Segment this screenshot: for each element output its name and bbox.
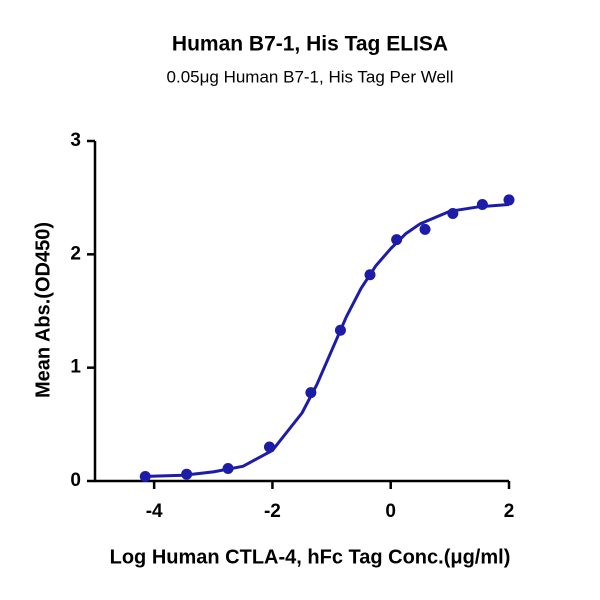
chart-title: Human B7-1, His Tag ELISA [172, 33, 448, 56]
y-tick-label: 3 [70, 130, 81, 151]
data-point [263, 441, 275, 453]
data-point [364, 269, 376, 281]
x-axis-label: Log Human CTLA-4, hFc Tag Conc.(μg/ml) [110, 546, 511, 568]
data-point [447, 208, 459, 220]
y-tick-label: 0 [70, 470, 81, 491]
y-axis-label: Mean Abs.(OD450) [32, 222, 54, 398]
y-tick-label: 1 [70, 357, 81, 378]
y-tick-label: 2 [70, 243, 81, 264]
data-point [391, 234, 403, 246]
x-tick-label: 0 [385, 501, 396, 522]
data-point [222, 463, 234, 475]
x-tick-label: -4 [146, 501, 163, 522]
data-point [305, 387, 317, 399]
data-point [334, 324, 346, 336]
x-tick-label: -2 [264, 501, 281, 522]
chart-subtitle: 0.05μg Human B7-1, His Tag Per Well [167, 67, 454, 86]
x-tick-label: 2 [504, 501, 515, 522]
data-point [181, 468, 193, 480]
data-point [139, 470, 151, 482]
data-point [476, 198, 488, 210]
data-point [503, 194, 515, 206]
data-point [419, 223, 431, 235]
fit-curve [142, 203, 510, 478]
